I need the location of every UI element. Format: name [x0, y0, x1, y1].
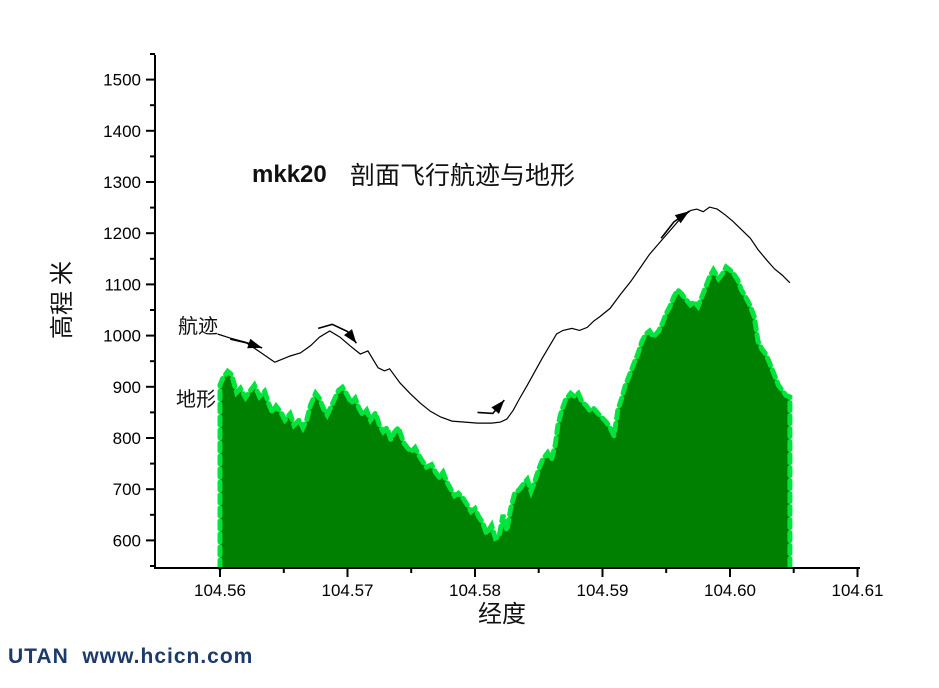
svg-text:104.57: 104.57 — [322, 581, 374, 600]
svg-text:800: 800 — [113, 429, 141, 448]
x-axis-label: 经度 — [478, 601, 526, 628]
svg-text:1200: 1200 — [103, 224, 141, 243]
svg-text:104.59: 104.59 — [577, 581, 629, 600]
svg-text:104.60: 104.60 — [704, 581, 756, 600]
direction-arrows — [230, 210, 690, 415]
svg-text:1500: 1500 — [103, 71, 141, 90]
chart-title: 剖面飞行航迹与地形 — [350, 162, 575, 190]
svg-text:700: 700 — [113, 480, 141, 499]
svg-text:104.56: 104.56 — [194, 581, 246, 600]
y-axis-label: 高程 米 — [49, 261, 76, 339]
tick-labels: 104.56 104.57 104.58 104.59 104.60 104.61 600 7… — [103, 71, 883, 600]
svg-text:600: 600 — [113, 531, 141, 550]
svg-text:104.61: 104.61 — [832, 581, 884, 600]
trajectory-series — [217, 206, 791, 424]
svg-text:1000: 1000 — [103, 327, 141, 346]
elevation-profile-chart: 104.56 104.57 104.58 104.59 104.60 104.61 600 7… — [49, 53, 884, 628]
axes — [146, 53, 860, 577]
footer-brand: UTAN www.hcicn.com — [8, 645, 254, 668]
svg-text:104.58: 104.58 — [449, 581, 501, 600]
terrain-label: 地形 — [176, 388, 216, 411]
svg-text:1300: 1300 — [103, 173, 141, 192]
svg-text:1400: 1400 — [103, 122, 141, 141]
chart-title-prefix: mkk20 — [252, 161, 327, 188]
svg-text:1100: 1100 — [104, 275, 141, 294]
terrain-series — [217, 263, 793, 571]
trajectory-label: 航迹 — [178, 315, 218, 338]
svg-text:900: 900 — [113, 378, 141, 397]
